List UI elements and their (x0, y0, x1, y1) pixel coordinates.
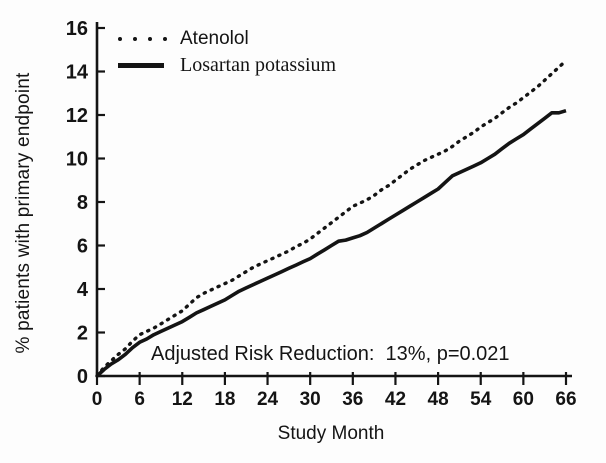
y-tick-label: 2 (77, 323, 88, 345)
y-tick-label: 6 (77, 236, 88, 258)
legend-label-losartan: Losartan potassium (180, 54, 337, 76)
atenolol-curve (95, 58, 568, 378)
x-tick-label: 36 (342, 389, 363, 410)
x-tick-label: 6 (134, 389, 145, 410)
x-tick-label: 12 (172, 389, 193, 410)
legend-dot-icon (163, 36, 167, 41)
x-axis-title: Study Month (277, 423, 385, 444)
x-tick-label: 60 (513, 389, 534, 410)
x-tick-label: 24 (257, 389, 279, 410)
y-axis-title: % patients with primary endpoint (13, 72, 34, 354)
x-tick-label: 18 (214, 389, 235, 410)
legend-item-atenolol: Atenolol (116, 25, 336, 52)
x-tick-label: 48 (428, 389, 449, 410)
legend: Atenolol Losartan potassium (116, 25, 336, 79)
losartan-curve (95, 108, 567, 378)
y-tick-label: 10 (66, 149, 88, 171)
legend-label-atenolol: Atenolol (180, 27, 249, 49)
x-tick-label: 30 (300, 389, 321, 410)
legend-solid-line-icon (118, 63, 164, 68)
legend-dot-icon (148, 36, 152, 41)
x-tick-label: 42 (385, 389, 406, 410)
x-tick-label: 0 (92, 389, 103, 410)
y-tick-label: 8 (77, 192, 88, 214)
x-tick-label: 54 (470, 389, 492, 410)
x-tick-label: 66 (555, 389, 576, 410)
y-tick-label: 12 (66, 105, 88, 127)
y-tick-label: 16 (66, 18, 88, 40)
y-tick-label: 4 (77, 279, 89, 301)
risk-reduction-annotation: Adjusted Risk Reduction: 13%, p=0.021 (151, 343, 510, 365)
y-tick-label: 0 (77, 366, 88, 388)
dotted-line-sample (116, 36, 168, 41)
solid-line-sample (116, 63, 168, 68)
y-tick-label: 14 (66, 62, 89, 84)
legend-dot-icon (118, 36, 122, 41)
legend-dot-icon (133, 36, 137, 41)
legend-item-losartan: Losartan potassium (116, 52, 336, 79)
